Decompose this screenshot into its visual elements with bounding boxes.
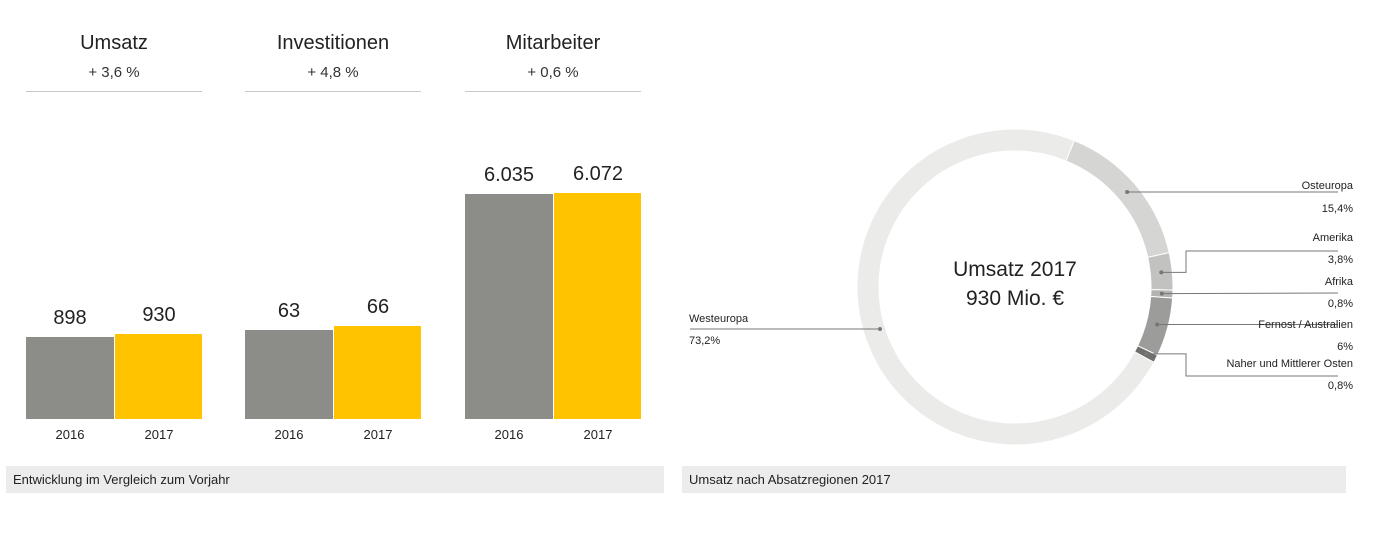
year-label: 2017 xyxy=(583,427,613,442)
region-name-naher-osten: Naher und Mittlerer Osten xyxy=(1226,358,1353,370)
bar-value-label: 898 xyxy=(53,307,87,329)
bar-umsatz-2016 xyxy=(26,337,114,419)
donut-slice-fernost-australien xyxy=(1136,295,1174,356)
region-pct-westeuropa: 73,2% xyxy=(689,335,721,347)
metric-change: + 3,6 % xyxy=(88,64,140,81)
leader-dot xyxy=(1125,189,1130,194)
caption-text: Entwicklung im Vergleich zum Vorjahr xyxy=(13,472,230,487)
bar-value-label: 66 xyxy=(366,296,390,318)
bar-value-label: 6.072 xyxy=(572,163,624,185)
metric-investitionen: Investitionen + 4,8 % xyxy=(245,30,421,92)
region-panel: Umsatz 2017 930 Mio. € Osteuropa 15,4% A… xyxy=(682,0,1353,500)
region-name-westeuropa: Westeuropa xyxy=(689,313,749,325)
bar-investitionen-2016 xyxy=(245,330,333,419)
region-pct-amerika: 3,8% xyxy=(1327,254,1353,266)
year-label: 2016 xyxy=(55,427,85,442)
donut-chart xyxy=(690,128,1339,446)
region-pct-afrika: 0,8% xyxy=(1327,298,1353,310)
bar-value-label: 63 xyxy=(277,300,301,322)
caption-bar-regions: Umsatz nach Absatzregionen 2017 xyxy=(682,466,1346,493)
region-pct-osteuropa: 15,4% xyxy=(1321,203,1353,215)
leader-line-amerika xyxy=(1161,250,1338,273)
region-name-fernost: Fernost / Australien xyxy=(1258,319,1353,331)
donut-center-value: 930 Mio. € xyxy=(965,287,1065,310)
donut-slice-westeuropa xyxy=(856,128,1155,446)
divider xyxy=(465,91,641,92)
bar-mitarbeiter-2017 xyxy=(554,193,641,419)
metric-mitarbeiter: Mitarbeiter + 0,6 % xyxy=(465,30,641,92)
caption-text: Umsatz nach Absatzregionen 2017 xyxy=(689,472,891,487)
metric-title: Mitarbeiter xyxy=(505,32,601,54)
divider xyxy=(26,91,202,92)
year-label: 2017 xyxy=(144,427,174,442)
bar-value-label: 6.035 xyxy=(483,164,535,186)
metric-change: + 4,8 % xyxy=(307,64,359,81)
donut-center-title: Umsatz 2017 xyxy=(953,258,1077,281)
bar-umsatz-2017 xyxy=(115,334,202,419)
comparison-panel: Umsatz + 3,6 % 898 930 2016 2017 Investi… xyxy=(0,0,664,500)
metric-umsatz: Umsatz + 3,6 % xyxy=(26,30,202,92)
leader-line-afrika xyxy=(1161,292,1339,295)
bar-mitarbeiter-2016 xyxy=(465,194,553,419)
bar-value-label: 930 xyxy=(142,304,176,326)
metric-change: + 0,6 % xyxy=(527,64,579,81)
metric-title: Umsatz xyxy=(80,32,148,54)
year-label: 2017 xyxy=(363,427,393,442)
year-label: 2016 xyxy=(274,427,304,442)
year-label: 2016 xyxy=(494,427,524,442)
divider xyxy=(245,91,421,92)
metric-title: Investitionen xyxy=(276,32,390,54)
donut-slice-osteuropa xyxy=(1065,139,1170,259)
caption-bar-comparison: Entwicklung im Vergleich zum Vorjahr xyxy=(6,466,664,493)
leader-dot xyxy=(1159,291,1164,296)
region-name-amerika: Amerika xyxy=(1312,232,1353,244)
region-name-afrika: Afrika xyxy=(1324,276,1353,288)
bar-investitionen-2017 xyxy=(334,326,421,419)
region-pct-naher-osten: 0,8% xyxy=(1327,380,1353,392)
leader-line-naher-osten xyxy=(1145,353,1338,377)
region-pct-fernost: 6% xyxy=(1337,341,1353,353)
region-name-osteuropa: Osteuropa xyxy=(1301,180,1353,192)
